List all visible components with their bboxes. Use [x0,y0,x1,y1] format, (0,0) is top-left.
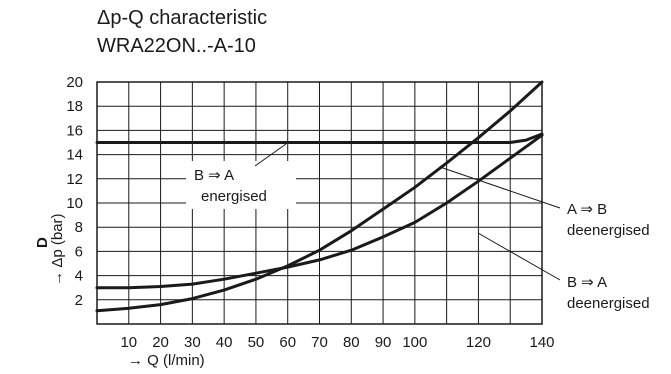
x-tick-label: 60 [279,334,296,351]
y-tick-label: 8 [75,219,83,236]
x-tick-label: 30 [184,334,201,351]
annotation-ab-deenergised-line1: A ⇒ B [567,201,607,218]
x-tick-label: 120 [466,334,491,351]
x-tick-label: 50 [248,334,265,351]
leader-ab-deenergised [439,166,561,209]
x-tick-label: 100 [402,334,427,351]
y-axis-label: → Δp (bar) [49,213,66,286]
energised-label-background [186,161,296,209]
y-tick-label: 10 [66,195,83,212]
annotation-ab-deenergised-line2: deenergised [567,222,650,239]
y-tick-label: 2 [75,292,83,309]
series-line-ba-energised [95,132,544,144]
annotation-ba-deenergised-line2: deenergised [567,295,650,312]
y-tick-label: 4 [75,268,83,285]
annotation-ba-deenergised-line1: B ⇒ A [567,274,607,291]
grid [97,82,542,324]
x-tick-label: 40 [216,334,233,351]
x-tick-label: 10 [120,334,137,351]
annotation-energised-line2: energised [201,188,267,205]
y-tick-label: 16 [66,122,83,139]
x-tick-label: 140 [529,334,554,351]
leader-ba-deenergised [477,232,561,281]
chart-title: Δp-Q characteristic [97,7,267,29]
plot-frame [96,81,543,325]
y-tick-label: 6 [75,243,83,260]
x-tick-label: 80 [343,334,360,351]
x-tick-label: 70 [311,334,328,351]
x-tick-label: 90 [375,334,392,351]
chart-subtitle: WRA22ON..-A-10 [97,35,256,57]
leader-energised [254,143,287,167]
series-line-ba-deenergised [95,133,544,290]
y-tick-label: 18 [66,98,83,115]
x-tick-label: 20 [152,334,169,351]
curves [95,80,544,313]
series-line-ab-deenergised [95,80,544,313]
y-axis-letter: D [34,237,51,248]
annotations: B ⇒ A energised A ⇒ B deenergised B ⇒ A … [186,143,650,312]
y-tick-label: 14 [66,147,83,164]
y-tick-label: 12 [66,171,83,188]
x-ticks: 10 20 30 40 50 60 70 80 90 100 120 140 [120,334,554,351]
y-ticks: 2 4 6 8 10 12 14 16 18 20 [66,74,83,309]
annotation-energised-line1: B ⇒ A [194,167,234,184]
x-axis-label: → Q (l/min) [128,352,205,369]
y-tick-label: 20 [66,74,83,91]
